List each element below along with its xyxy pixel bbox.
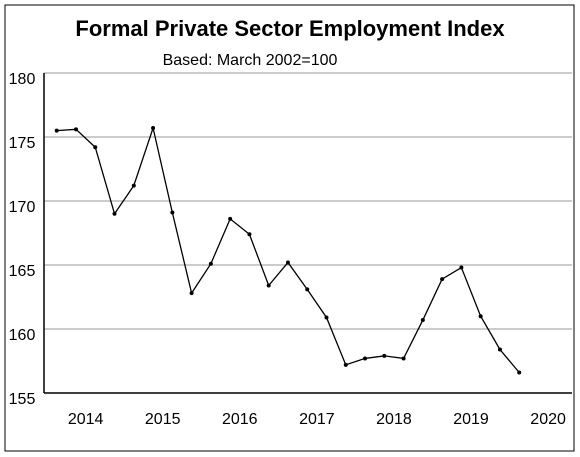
x-tick-label: 2018 — [376, 411, 412, 428]
data-point — [170, 210, 175, 215]
data-point — [305, 287, 310, 292]
data-point — [93, 145, 98, 150]
data-point — [208, 261, 213, 266]
data-point — [478, 314, 483, 319]
x-tick-label: 2020 — [530, 411, 566, 428]
data-point — [285, 260, 290, 265]
data-line — [56, 125, 520, 373]
data-point — [517, 370, 522, 375]
y-tick-label: 160 — [9, 327, 36, 344]
data-point — [363, 356, 368, 361]
x-tick-label: 2017 — [299, 411, 335, 428]
data-point — [131, 183, 136, 188]
data-point — [440, 277, 445, 282]
data-point — [228, 216, 233, 221]
data-point — [247, 232, 252, 237]
x-tick-label: 2015 — [145, 411, 181, 428]
y-tick-label: 180 — [9, 71, 36, 88]
chart-title: Formal Private Sector Employment Index — [75, 16, 505, 41]
data-point — [401, 356, 406, 361]
data-point — [54, 128, 59, 133]
y-tick-label: 170 — [9, 199, 36, 216]
data-point — [420, 318, 425, 323]
x-tick-label: 2014 — [68, 411, 104, 428]
data-point — [382, 353, 387, 358]
data-point — [189, 291, 194, 296]
x-tick-label: 2016 — [222, 411, 258, 428]
data-point — [324, 315, 329, 320]
data-point — [73, 127, 78, 132]
data-point — [266, 283, 271, 288]
frame — [4, 4, 575, 452]
data-point — [151, 126, 156, 131]
y-tick-label: 155 — [9, 391, 36, 408]
chart-subtitle: Based: March 2002=100 — [163, 52, 338, 69]
data-point — [112, 211, 117, 216]
data-point — [343, 362, 348, 367]
data-point — [497, 347, 502, 352]
x-tick-label: 2019 — [453, 411, 489, 428]
data-point — [459, 265, 464, 270]
y-tick-label: 165 — [9, 263, 36, 280]
y-tick-label: 175 — [9, 135, 36, 152]
